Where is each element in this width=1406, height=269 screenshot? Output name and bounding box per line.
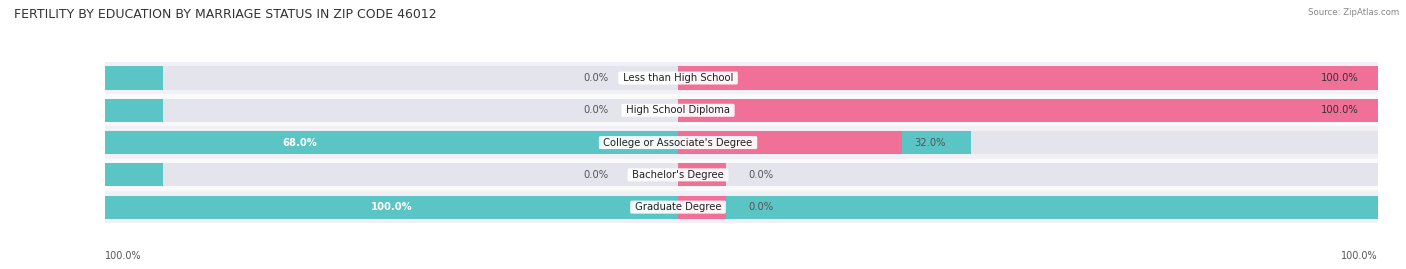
Bar xyxy=(105,94,1378,126)
Text: College or Associate's Degree: College or Associate's Degree xyxy=(600,137,756,148)
Bar xyxy=(105,99,1378,122)
Text: 100.0%: 100.0% xyxy=(1322,73,1358,83)
Text: Source: ZipAtlas.com: Source: ZipAtlas.com xyxy=(1308,8,1399,17)
Bar xyxy=(105,66,159,90)
Text: FERTILITY BY EDUCATION BY MARRIAGE STATUS IN ZIP CODE 46012: FERTILITY BY EDUCATION BY MARRIAGE STATU… xyxy=(14,8,437,21)
Bar xyxy=(678,196,727,219)
Bar xyxy=(105,99,159,122)
Text: 68.0%: 68.0% xyxy=(283,137,318,148)
Bar xyxy=(678,163,727,186)
Bar xyxy=(105,99,1378,122)
Bar xyxy=(105,131,495,154)
Bar xyxy=(105,163,163,186)
Bar xyxy=(105,131,1378,154)
Bar xyxy=(105,163,159,186)
Bar xyxy=(105,66,1378,90)
Text: 100.0%: 100.0% xyxy=(1322,105,1358,115)
Bar xyxy=(105,191,1378,223)
Bar xyxy=(105,196,1378,219)
Bar xyxy=(105,62,1378,94)
Text: 0.0%: 0.0% xyxy=(748,202,773,212)
Bar xyxy=(105,66,1378,90)
Text: Bachelor's Degree: Bachelor's Degree xyxy=(628,170,727,180)
Bar xyxy=(105,131,970,154)
Text: 100.0%: 100.0% xyxy=(105,251,142,261)
Text: Graduate Degree: Graduate Degree xyxy=(631,202,724,212)
Bar xyxy=(105,163,1378,186)
Bar xyxy=(105,196,1378,219)
Text: Less than High School: Less than High School xyxy=(620,73,737,83)
Bar xyxy=(678,99,1378,122)
Text: 100.0%: 100.0% xyxy=(371,202,412,212)
Text: 0.0%: 0.0% xyxy=(583,73,607,83)
Text: 0.0%: 0.0% xyxy=(748,170,773,180)
Bar xyxy=(678,66,1378,90)
Bar xyxy=(105,196,1378,219)
Text: 32.0%: 32.0% xyxy=(915,137,946,148)
Bar xyxy=(105,159,1378,191)
Bar xyxy=(105,131,1378,154)
Bar xyxy=(105,196,678,219)
Bar xyxy=(678,131,903,154)
Bar xyxy=(105,99,163,122)
Bar xyxy=(105,126,1378,159)
Text: 0.0%: 0.0% xyxy=(583,105,607,115)
Text: 0.0%: 0.0% xyxy=(583,170,607,180)
Text: High School Diploma: High School Diploma xyxy=(623,105,733,115)
Bar xyxy=(105,66,163,90)
Bar xyxy=(105,163,1378,186)
Text: 100.0%: 100.0% xyxy=(1341,251,1378,261)
